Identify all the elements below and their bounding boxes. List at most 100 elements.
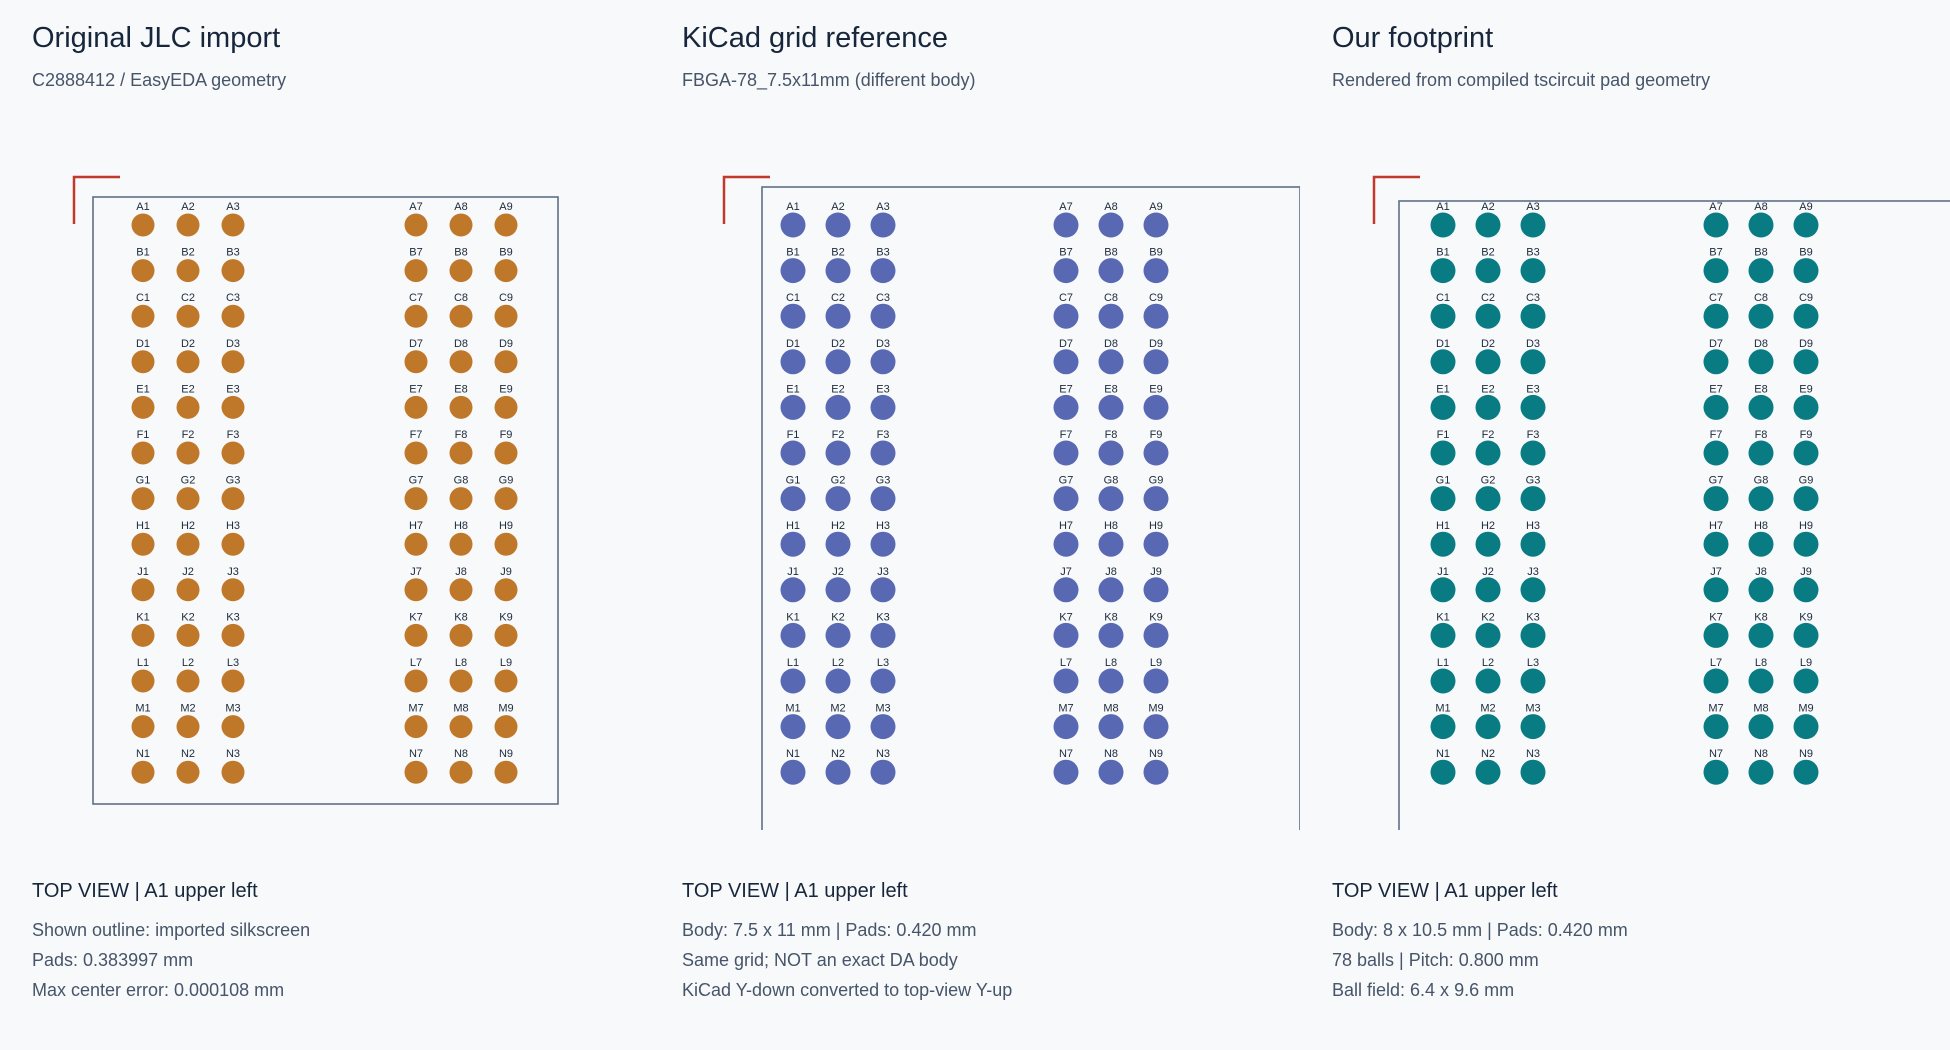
pad-label-N3: N3 bbox=[226, 748, 240, 760]
pad-label-F7: F7 bbox=[1060, 429, 1073, 441]
pad-label-C1: C1 bbox=[136, 292, 150, 304]
pad-label-C1: C1 bbox=[786, 292, 800, 304]
pad-label-M7: M7 bbox=[1708, 703, 1723, 715]
pad-label-F8: F8 bbox=[1755, 429, 1768, 441]
pad-M7 bbox=[1703, 714, 1729, 740]
pad-M8 bbox=[1748, 714, 1774, 740]
pad-label-L1: L1 bbox=[787, 657, 799, 669]
pad-label-C3: C3 bbox=[876, 292, 890, 304]
pad-G9 bbox=[494, 487, 518, 511]
pad-label-C8: C8 bbox=[454, 292, 468, 304]
pad-label-G1: G1 bbox=[136, 475, 151, 487]
pad-label-B8: B8 bbox=[454, 247, 467, 259]
panel-kicad: KiCad grid reference FBGA-78_7.5x11mm (d… bbox=[650, 0, 1300, 1050]
pad-label-N7: N7 bbox=[409, 748, 423, 760]
pad-B9 bbox=[1143, 258, 1169, 284]
pad-K8 bbox=[1098, 622, 1124, 648]
pad-H1 bbox=[1430, 531, 1456, 557]
pad-L7 bbox=[404, 669, 428, 693]
pad-label-G7: G7 bbox=[1059, 475, 1074, 487]
pad-label-F2: F2 bbox=[182, 429, 195, 441]
pad-G2 bbox=[825, 486, 851, 512]
pad-label-N3: N3 bbox=[1526, 748, 1540, 760]
pad-label-A2: A2 bbox=[181, 201, 194, 213]
pad-G2 bbox=[176, 487, 200, 511]
pad-D3 bbox=[870, 349, 896, 375]
pad-N3 bbox=[870, 759, 896, 785]
pad-H9 bbox=[494, 532, 518, 556]
pad-N9 bbox=[1793, 759, 1819, 785]
pad-K9 bbox=[1793, 622, 1819, 648]
pad-N9 bbox=[1143, 759, 1169, 785]
pad-L9 bbox=[1793, 668, 1819, 694]
pad-G7 bbox=[1053, 486, 1079, 512]
pad-label-A8: A8 bbox=[1104, 201, 1117, 213]
pad-J3 bbox=[221, 578, 245, 602]
pad-label-M9: M9 bbox=[1798, 703, 1813, 715]
pad-label-J8: J8 bbox=[1105, 566, 1117, 578]
pad-F2 bbox=[1475, 440, 1501, 466]
pad-label-H2: H2 bbox=[831, 520, 845, 532]
pin1-corner-marker bbox=[722, 175, 770, 224]
pad-label-N2: N2 bbox=[1481, 748, 1495, 760]
panel-subtitle: Rendered from compiled tscircuit pad geo… bbox=[1332, 70, 1711, 90]
pad-label-N9: N9 bbox=[499, 748, 513, 760]
pad-F3 bbox=[221, 441, 245, 465]
pad-A2 bbox=[825, 212, 851, 238]
pad-E9 bbox=[1793, 394, 1819, 420]
pad-label-A1: A1 bbox=[1436, 201, 1449, 213]
pad-label-K9: K9 bbox=[1799, 611, 1812, 623]
pad-label-K7: K7 bbox=[1059, 611, 1072, 623]
body-outline bbox=[1398, 200, 1950, 830]
pad-label-B8: B8 bbox=[1104, 247, 1117, 259]
pad-label-L8: L8 bbox=[455, 657, 467, 669]
pad-label-G7: G7 bbox=[1709, 475, 1724, 487]
pad-label-F3: F3 bbox=[1527, 429, 1540, 441]
pad-label-H8: H8 bbox=[1754, 520, 1768, 532]
pad-E1 bbox=[780, 394, 806, 420]
pad-label-A7: A7 bbox=[1059, 201, 1072, 213]
pad-label-M2: M2 bbox=[830, 703, 845, 715]
view-label: TOP VIEW | A1 upper left bbox=[32, 880, 258, 902]
pad-M2 bbox=[1475, 714, 1501, 740]
pad-C7 bbox=[1053, 303, 1079, 329]
pad-E2 bbox=[1475, 394, 1501, 420]
pad-label-M3: M3 bbox=[225, 703, 240, 715]
pad-label-D3: D3 bbox=[1526, 338, 1540, 350]
pad-D8 bbox=[1748, 349, 1774, 375]
pad-label-D1: D1 bbox=[786, 338, 800, 350]
pad-label-E3: E3 bbox=[876, 383, 889, 395]
pad-label-H7: H7 bbox=[1709, 520, 1723, 532]
pad-label-N7: N7 bbox=[1059, 748, 1073, 760]
pad-M3 bbox=[221, 715, 245, 739]
pad-label-B7: B7 bbox=[1709, 247, 1722, 259]
pad-N2 bbox=[1475, 759, 1501, 785]
pad-label-M8: M8 bbox=[1753, 703, 1768, 715]
pad-label-F9: F9 bbox=[500, 429, 513, 441]
pad-J8 bbox=[1748, 577, 1774, 603]
pad-J2 bbox=[825, 577, 851, 603]
pad-A3 bbox=[1520, 212, 1546, 238]
pad-N1 bbox=[1430, 759, 1456, 785]
pad-N1 bbox=[780, 759, 806, 785]
pad-label-J1: J1 bbox=[137, 566, 149, 578]
pad-A9 bbox=[494, 213, 518, 237]
pad-G3 bbox=[870, 486, 896, 512]
pad-label-K3: K3 bbox=[1526, 611, 1539, 623]
pad-label-A1: A1 bbox=[136, 201, 149, 213]
pad-label-G2: G2 bbox=[831, 475, 846, 487]
pad-D1 bbox=[780, 349, 806, 375]
pad-label-K1: K1 bbox=[786, 611, 799, 623]
pad-label-F1: F1 bbox=[787, 429, 800, 441]
pad-C9 bbox=[494, 304, 518, 328]
pad-E2 bbox=[176, 395, 200, 419]
pad-C1 bbox=[131, 304, 155, 328]
pad-label-H9: H9 bbox=[499, 520, 513, 532]
pad-N7 bbox=[1703, 759, 1729, 785]
pad-H3 bbox=[221, 532, 245, 556]
pad-label-H8: H8 bbox=[454, 520, 468, 532]
pad-label-H7: H7 bbox=[409, 520, 423, 532]
pad-label-C8: C8 bbox=[1754, 292, 1768, 304]
pad-label-F3: F3 bbox=[877, 429, 890, 441]
pad-label-D7: D7 bbox=[1709, 338, 1723, 350]
